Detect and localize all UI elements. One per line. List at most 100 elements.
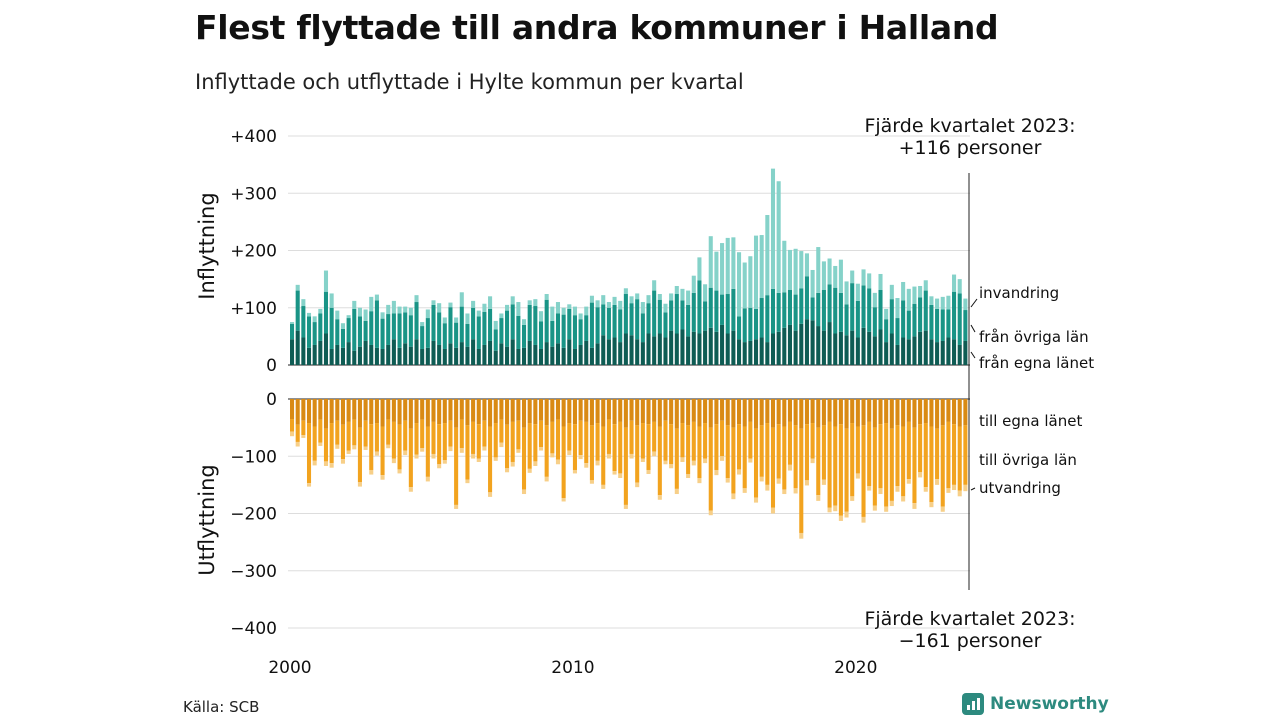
bar-out-till-egna-lanet bbox=[691, 399, 696, 422]
bar-out-utvandring bbox=[510, 461, 515, 467]
bar-in-fran-ovriga-lan bbox=[872, 307, 877, 337]
bar-in-fran-ovriga-lan bbox=[884, 319, 889, 343]
bar-out-utvandring bbox=[855, 473, 860, 479]
bar-in-invandring bbox=[380, 312, 385, 319]
brand-logo[interactable]: Newsworthy bbox=[962, 693, 1109, 715]
bar-out-till-ovriga-lan bbox=[759, 425, 764, 477]
bar-out-till-egna-lanet bbox=[827, 399, 832, 422]
bar-in-invandring bbox=[335, 310, 340, 320]
bar-in-invandring bbox=[493, 320, 498, 330]
bar-out-till-egna-lanet bbox=[374, 399, 379, 424]
bar-out-till-ovriga-lan bbox=[703, 423, 708, 459]
bar-in-fran-ovriga-lan bbox=[471, 307, 476, 340]
bar-out-utvandring bbox=[629, 453, 634, 459]
bar-in-invandring bbox=[787, 249, 792, 291]
bar-in-fran-egna-lanet bbox=[408, 346, 413, 365]
bar-in-fran-egna-lanet bbox=[544, 342, 549, 365]
bar-in-invandring bbox=[488, 296, 493, 309]
bar-in-invandring bbox=[714, 251, 719, 291]
bar-in-invandring bbox=[940, 296, 945, 310]
bar-in-fran-egna-lanet bbox=[329, 348, 334, 365]
y-tick-bottom: 0 bbox=[266, 390, 277, 410]
bar-out-till-ovriga-lan bbox=[340, 424, 345, 460]
bar-in-invandring bbox=[612, 296, 617, 305]
bar-in-fran-ovriga-lan bbox=[397, 313, 402, 348]
bar-out-utvandring bbox=[782, 489, 787, 495]
bar-out-utvandring bbox=[657, 495, 662, 500]
bar-out-till-egna-lanet bbox=[391, 399, 396, 422]
y-tick-bottom: −100 bbox=[230, 447, 277, 467]
bar-out-utvandring bbox=[437, 464, 442, 469]
bar-out-till-egna-lanet bbox=[787, 399, 792, 422]
bar-in-invandring bbox=[652, 280, 657, 291]
y-tick-top: 0 bbox=[266, 356, 277, 376]
bar-out-till-ovriga-lan bbox=[454, 427, 459, 505]
bar-out-till-ovriga-lan bbox=[521, 427, 527, 490]
bar-out-utvandring bbox=[612, 471, 617, 475]
bar-out-till-egna-lanet bbox=[550, 399, 555, 422]
bar-out-till-egna-lanet bbox=[952, 399, 957, 425]
bar-in-fran-ovriga-lan bbox=[606, 307, 611, 340]
bar-in-fran-ovriga-lan bbox=[567, 308, 572, 340]
bar-in-fran-ovriga-lan bbox=[623, 294, 628, 334]
bar-in-invandring bbox=[403, 306, 408, 313]
bar-out-utvandring bbox=[946, 488, 951, 493]
bar-in-fran-egna-lanet bbox=[306, 347, 312, 365]
bar-in-fran-egna-lanet bbox=[578, 344, 583, 365]
bar-out-utvandring bbox=[318, 442, 323, 446]
bar-in-fran-ovriga-lan bbox=[827, 284, 832, 323]
bar-out-till-egna-lanet bbox=[940, 399, 945, 426]
bar-in-invandring bbox=[657, 294, 662, 300]
bar-out-till-ovriga-lan bbox=[725, 425, 730, 478]
bar-out-till-egna-lanet bbox=[476, 399, 481, 425]
bar-out-till-ovriga-lan bbox=[295, 424, 300, 442]
bar-out-till-egna-lanet bbox=[720, 399, 725, 421]
bar-out-till-ovriga-lan bbox=[652, 421, 657, 452]
bar-in-fran-ovriga-lan bbox=[957, 293, 962, 345]
bar-out-till-egna-lanet bbox=[454, 399, 459, 428]
bar-in-invandring bbox=[595, 300, 600, 308]
bar-in-invandring bbox=[731, 237, 736, 289]
bar-in-invandring bbox=[555, 302, 561, 314]
bar-out-till-ovriga-lan bbox=[595, 423, 600, 461]
bar-out-till-egna-lanet bbox=[521, 399, 527, 428]
bar-out-till-ovriga-lan bbox=[646, 424, 651, 470]
bar-out-till-egna-lanet bbox=[703, 399, 708, 424]
y-tick-top: +200 bbox=[230, 242, 277, 262]
bar-in-fran-egna-lanet bbox=[505, 346, 510, 365]
bar-out-till-ovriga-lan bbox=[505, 424, 510, 469]
bar-in-fran-egna-lanet bbox=[657, 333, 662, 365]
bar-in-fran-ovriga-lan bbox=[895, 318, 900, 345]
bar-in-invandring bbox=[697, 257, 702, 281]
bar-out-till-ovriga-lan bbox=[601, 426, 606, 485]
bar-in-invandring bbox=[635, 293, 640, 300]
bar-in-fran-ovriga-lan bbox=[657, 299, 662, 334]
bar-in-invandring bbox=[855, 283, 860, 301]
bar-in-invandring bbox=[437, 303, 442, 313]
bar-in-fran-egna-lanet bbox=[397, 347, 402, 365]
bar-in-fran-ovriga-lan bbox=[737, 316, 742, 340]
bar-out-till-egna-lanet bbox=[527, 399, 532, 424]
bar-in-invandring bbox=[482, 303, 487, 312]
bar-out-till-ovriga-lan bbox=[708, 427, 713, 511]
series-label-utvandring: utvandring bbox=[979, 479, 1061, 497]
bar-in-fran-egna-lanet bbox=[770, 333, 776, 365]
bar-in-fran-egna-lanet bbox=[844, 335, 849, 365]
bar-in-fran-egna-lanet bbox=[555, 343, 561, 365]
bar-in-fran-ovriga-lan bbox=[340, 328, 345, 348]
bar-out-till-ovriga-lan bbox=[589, 425, 594, 481]
bar-out-till-egna-lanet bbox=[499, 399, 504, 420]
bar-in-invandring bbox=[606, 302, 611, 308]
bar-out-utvandring bbox=[584, 463, 589, 468]
bar-out-till-ovriga-lan bbox=[669, 424, 674, 465]
bar-in-fran-ovriga-lan bbox=[816, 292, 821, 327]
bar-in-fran-egna-lanet bbox=[884, 342, 889, 365]
bar-in-fran-egna-lanet bbox=[312, 344, 317, 365]
bar-in-fran-egna-lanet bbox=[318, 340, 323, 365]
bar-in-invandring bbox=[889, 284, 894, 300]
bar-out-till-egna-lanet bbox=[301, 399, 306, 421]
bar-in-invandring bbox=[538, 311, 544, 322]
bar-in-fran-ovriga-lan bbox=[703, 301, 708, 331]
bar-out-till-egna-lanet bbox=[912, 399, 917, 428]
